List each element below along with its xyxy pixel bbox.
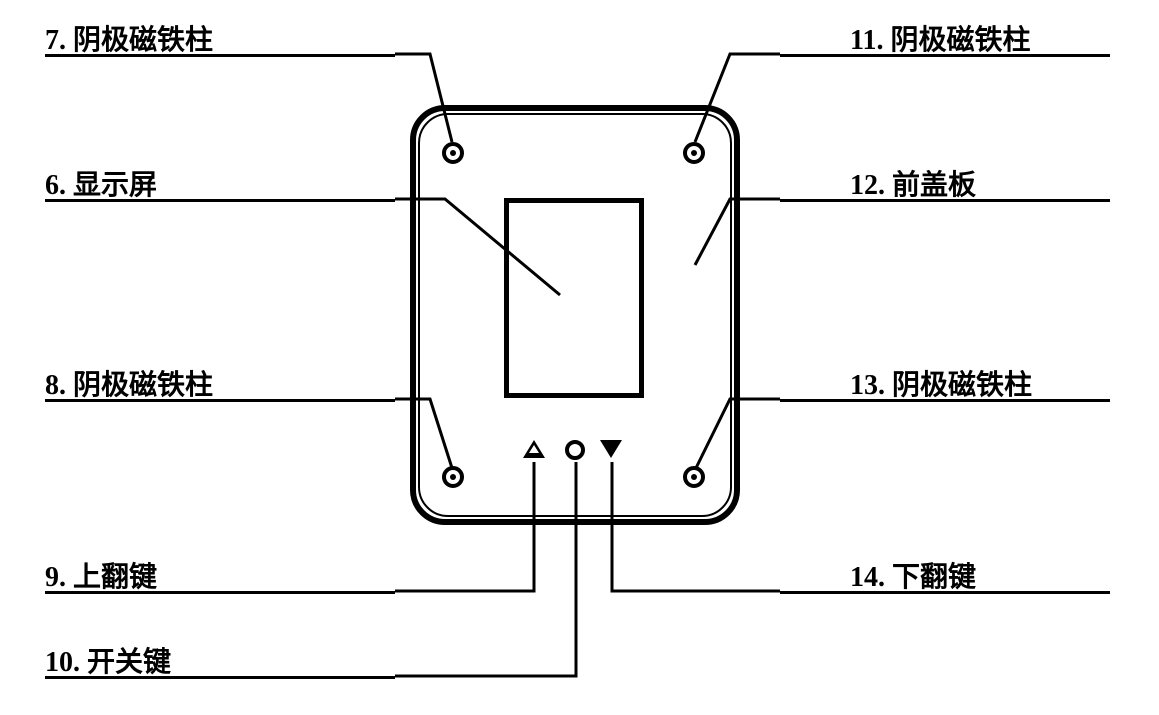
label-11-text: 阴极磁铁柱 bbox=[890, 25, 1030, 56]
label-9: 9. 上翻键 bbox=[45, 555, 157, 595]
label-8-text: 阴极磁铁柱 bbox=[73, 370, 213, 401]
label-11-num: 11 bbox=[850, 25, 876, 56]
magnet-bottom-right bbox=[683, 466, 705, 488]
underline-14 bbox=[780, 591, 1110, 594]
label-8-num: 8 bbox=[45, 370, 59, 401]
label-7: 7. 阴极磁铁柱 bbox=[45, 18, 213, 58]
label-10: 10. 开关键 bbox=[45, 640, 171, 680]
label-12: 12. 前盖板 bbox=[850, 163, 976, 203]
label-7-num: 7 bbox=[45, 25, 59, 56]
label-7-text: 阴极磁铁柱 bbox=[73, 25, 213, 56]
label-10-text: 开关键 bbox=[87, 647, 171, 678]
label-8: 8. 阴极磁铁柱 bbox=[45, 363, 213, 403]
underline-10 bbox=[45, 676, 395, 679]
label-14-num: 14 bbox=[850, 562, 878, 593]
magnet-top-left bbox=[442, 142, 464, 164]
underline-12 bbox=[780, 199, 1110, 202]
label-13-num: 13 bbox=[850, 370, 878, 401]
underline-9 bbox=[45, 591, 395, 594]
up-button-icon bbox=[523, 440, 545, 458]
magnet-bottom-left bbox=[442, 466, 464, 488]
label-13: 13. 阴极磁铁柱 bbox=[850, 363, 1032, 403]
label-11: 11. 阴极磁铁柱 bbox=[850, 18, 1030, 58]
display-screen bbox=[504, 198, 644, 398]
underline-8 bbox=[45, 399, 395, 402]
underline-13 bbox=[780, 399, 1110, 402]
underline-11 bbox=[780, 54, 1110, 57]
underline-6 bbox=[45, 199, 395, 202]
power-button-icon bbox=[565, 440, 585, 460]
label-6-num: 6 bbox=[45, 170, 59, 201]
label-12-text: 前盖板 bbox=[892, 170, 976, 201]
underline-7 bbox=[45, 54, 395, 57]
magnet-top-right bbox=[683, 142, 705, 164]
label-6: 6. 显示屏 bbox=[45, 163, 157, 203]
label-14-text: 下翻键 bbox=[892, 562, 976, 593]
label-14: 14. 下翻键 bbox=[850, 555, 976, 595]
label-12-num: 12 bbox=[850, 170, 878, 201]
label-9-num: 9 bbox=[45, 562, 59, 593]
label-9-text: 上翻键 bbox=[73, 562, 157, 593]
down-button-icon bbox=[600, 440, 622, 458]
label-10-num: 10 bbox=[45, 647, 73, 678]
label-6-text: 显示屏 bbox=[73, 170, 157, 201]
label-13-text: 阴极磁铁柱 bbox=[892, 370, 1032, 401]
